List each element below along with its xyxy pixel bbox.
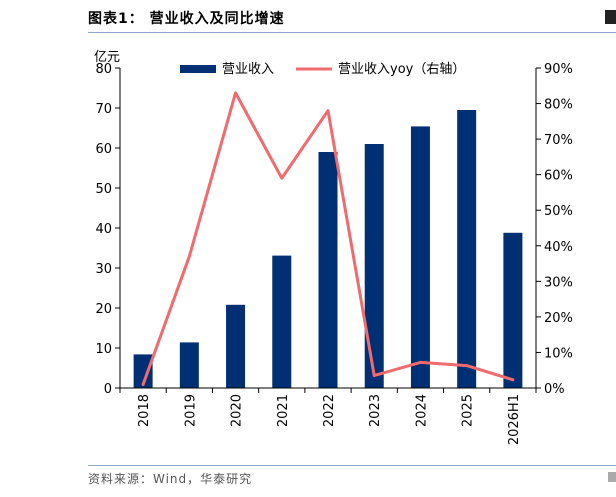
right-tick-label: 10%: [544, 346, 573, 361]
left-tick-label: 60: [95, 142, 112, 157]
x-tick-label: 2020: [230, 394, 245, 427]
bar-2021: [272, 255, 292, 388]
legend-swatch-bar: [180, 65, 216, 73]
edge-fragment: [605, 10, 616, 24]
right-tick-label: 30%: [544, 275, 573, 290]
bar-2023: [364, 144, 384, 388]
bar-2022: [318, 152, 338, 388]
right-tick-label: 20%: [544, 311, 573, 326]
bar-2026H1: [503, 232, 523, 388]
x-tick-label: 2026H1: [507, 394, 522, 445]
line-series: [141, 91, 515, 386]
bar-2025: [457, 110, 477, 388]
legend-label-bar: 营业收入: [222, 62, 274, 77]
right-tick-label: 50%: [544, 204, 573, 219]
left-tick-label: 40: [95, 222, 112, 237]
right-tick-label: 60%: [544, 169, 573, 184]
yoy-line: [141, 91, 515, 386]
source-note: 资料来源：Wind，华泰研究: [88, 472, 253, 486]
bar-2018: [133, 354, 153, 388]
left-axis-unit-label: 亿元: [94, 50, 120, 65]
right-tick-label: 90%: [544, 62, 573, 77]
bar-2024: [410, 126, 430, 389]
x-tick-label: 2022: [322, 394, 337, 427]
left-tick-label: 10: [95, 342, 112, 357]
right-tick-labels: 0% 10% 20% 30% 40% 50% 60% 70% 80% 90%: [544, 62, 573, 397]
bar-2019: [179, 342, 199, 388]
legend: 营业收入 营业收入yoy（右轴）: [180, 62, 465, 77]
x-tick-label: 2024: [414, 394, 429, 427]
bar-series: [133, 110, 523, 389]
x-tick-label: 2018: [137, 394, 152, 427]
x-tick-label: 2019: [183, 394, 198, 427]
axes: [115, 67, 541, 393]
left-tick-label: 30: [95, 262, 112, 277]
edge-fragment-bottom: [608, 472, 616, 482]
left-tick-labels: 0 10 20 30 40 50 60 70 80: [95, 62, 112, 397]
top-rule: [88, 32, 616, 33]
x-tick-label: 2025: [461, 394, 476, 427]
x-tick-label: 2021: [276, 394, 291, 427]
left-tick-label: 20: [95, 302, 112, 317]
bottom-rule: [88, 465, 616, 466]
figure-title: 图表1： 营业收入及同比增速: [88, 11, 285, 27]
left-tick-label: 50: [95, 182, 112, 197]
right-tick-label: 80%: [544, 98, 573, 113]
right-tick-label: 70%: [544, 133, 573, 148]
bar-2020: [226, 304, 246, 388]
x-tick-labels: 2018 2019 2020 2021 2022 2023 2024 2025 2026H1: [137, 394, 522, 445]
legend-label-line: 营业收入yoy（右轴）: [338, 62, 465, 77]
right-tick-label: 40%: [544, 240, 573, 255]
left-tick-label: 80: [95, 62, 112, 77]
left-tick-label: 0: [104, 382, 112, 397]
right-tick-label: 0%: [544, 382, 565, 397]
x-tick-label: 2023: [368, 394, 383, 427]
left-tick-label: 70: [95, 102, 112, 117]
